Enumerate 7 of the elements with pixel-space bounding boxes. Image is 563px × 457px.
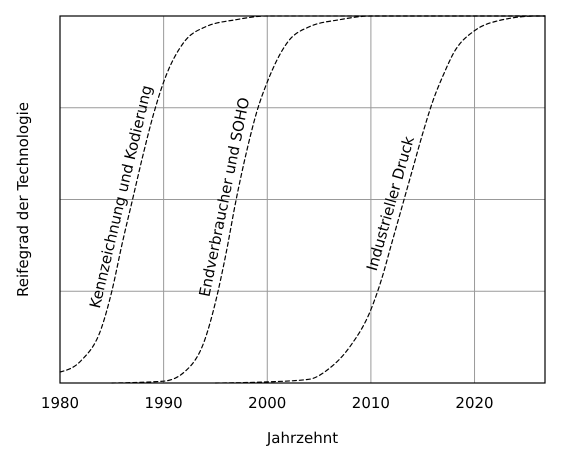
x-tick-label: 1990 xyxy=(144,394,183,412)
x-axis-title: Jahrzehnt xyxy=(266,429,338,447)
x-tick-label: 1980 xyxy=(40,394,80,412)
x-tick-label: 2020 xyxy=(455,394,494,412)
x-tick-label: 2000 xyxy=(248,394,286,412)
y-axis-title: Reifegrad der Technologie xyxy=(14,102,32,298)
x-tick-label: 2010 xyxy=(352,394,390,412)
